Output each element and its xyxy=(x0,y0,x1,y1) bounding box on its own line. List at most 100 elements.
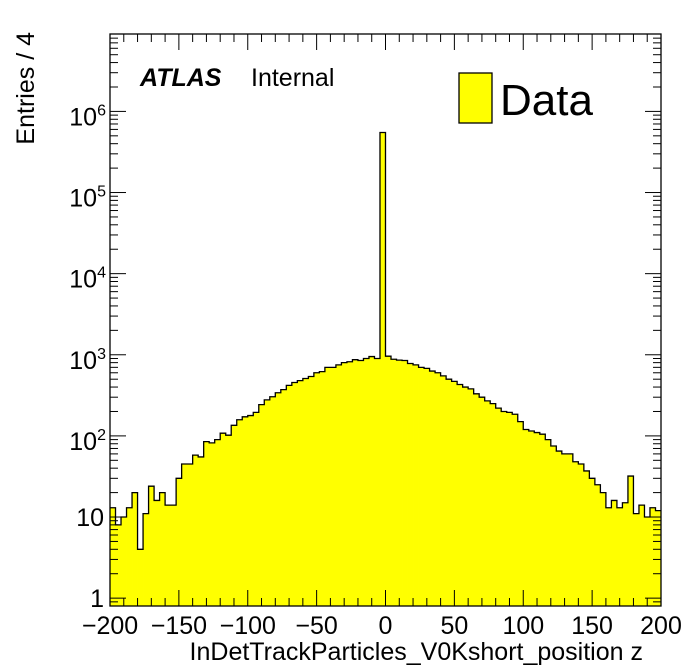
histogram-bar xyxy=(258,404,265,606)
histogram-bar xyxy=(583,470,590,606)
histogram-bar xyxy=(291,382,298,606)
histogram-bar xyxy=(115,524,122,606)
histogram-outline xyxy=(110,131,661,550)
histogram-bar xyxy=(396,360,403,606)
histogram-bar xyxy=(418,367,425,606)
histogram-bar xyxy=(126,507,133,606)
y-tick-label: 1 xyxy=(90,585,104,613)
histogram-bar xyxy=(523,429,530,606)
histogram-bar xyxy=(346,361,353,606)
x-tick-label: 100 xyxy=(502,612,544,640)
histogram-bar xyxy=(446,379,453,606)
histogram-bar xyxy=(479,397,486,606)
histogram-bar xyxy=(572,461,579,606)
axis-ticks xyxy=(109,33,662,607)
x-tick-label: −100 xyxy=(220,612,276,640)
histogram-bar xyxy=(198,456,205,606)
y-tick-label: 105 xyxy=(69,184,106,213)
histogram-bar xyxy=(275,392,282,606)
histogram-bar xyxy=(159,492,166,606)
histogram-bar xyxy=(154,500,160,606)
histogram-bar xyxy=(594,484,601,606)
histogram-bar xyxy=(534,432,541,606)
legend-swatch xyxy=(458,72,493,124)
histogram-bar xyxy=(176,478,183,606)
x-tick-label: 150 xyxy=(571,612,613,640)
histogram-bar xyxy=(627,476,634,606)
histogram-bar xyxy=(638,505,645,606)
y-tick-label: 106 xyxy=(69,102,106,131)
histogram-bar xyxy=(319,371,326,606)
x-tick-label: −50 xyxy=(295,612,337,640)
atlas-label: ATLAS xyxy=(139,64,222,92)
x-axis-label: InDetTrackParticles_V0Kshort_position z xyxy=(190,638,643,666)
histogram-bar xyxy=(330,367,337,606)
histogram-bar xyxy=(517,421,524,606)
legend-label: Data xyxy=(500,76,593,125)
histogram-bar xyxy=(280,389,287,606)
histogram-bar xyxy=(148,486,155,606)
histogram-bar xyxy=(655,510,662,606)
histogram-bar xyxy=(578,464,585,606)
histogram-bar xyxy=(589,478,596,606)
histogram-bar xyxy=(203,441,210,606)
x-tick-label: −150 xyxy=(151,612,207,640)
histogram-bar xyxy=(440,375,447,606)
histogram-bar xyxy=(451,381,458,606)
histogram-bar xyxy=(567,453,574,606)
histogram-bar xyxy=(435,372,441,606)
histogram-bar xyxy=(501,411,508,606)
histogram-bar xyxy=(473,393,480,606)
histogram-bar xyxy=(220,433,227,606)
histogram-bar xyxy=(352,359,359,606)
histogram-bar xyxy=(225,435,232,606)
histogram-bar xyxy=(407,363,414,606)
histogram-bar xyxy=(242,416,249,606)
histogram-bar xyxy=(231,425,238,606)
histogram-bar xyxy=(236,419,243,606)
histogram-bar xyxy=(539,434,546,606)
histogram-bar xyxy=(143,513,149,606)
x-tick-label: −200 xyxy=(82,612,138,640)
histogram-bar xyxy=(616,507,623,606)
histogram-bar xyxy=(561,453,568,606)
histogram-bar xyxy=(556,451,563,606)
histogram-bar xyxy=(649,507,656,606)
histogram-bar xyxy=(495,408,502,606)
histogram-bar xyxy=(247,415,254,606)
histogram-bar xyxy=(209,442,216,606)
histogram-bar xyxy=(457,384,464,606)
histogram-bar xyxy=(402,360,408,606)
histogram-bar xyxy=(622,502,629,606)
y-tick-label: 10 xyxy=(76,504,104,532)
histogram-bar xyxy=(269,396,276,606)
histogram-bar xyxy=(391,359,397,606)
histogram-bar xyxy=(424,368,430,606)
histogram-bars xyxy=(110,132,662,606)
histogram-bar xyxy=(468,388,475,606)
histogram-bar xyxy=(170,505,177,606)
histogram-bar xyxy=(121,517,127,606)
y-axis-label: Entries / 4 xyxy=(12,32,40,145)
y-tick-labels: 1 10 102 103 104 105 106 xyxy=(69,102,106,613)
histogram-bar xyxy=(368,356,375,606)
histogram-bar xyxy=(413,364,419,606)
histogram-bar xyxy=(611,500,618,606)
histogram-bar xyxy=(490,403,497,606)
histogram-bar xyxy=(214,439,221,606)
histogram-bar xyxy=(633,513,640,606)
x-tick-label: 50 xyxy=(440,612,468,640)
histogram-bar xyxy=(192,455,199,606)
histogram-bar xyxy=(313,372,320,606)
histogram-bar xyxy=(600,492,607,606)
histogram-bar xyxy=(297,380,304,606)
x-tick-labels: −200 −150 −100 −50 0 50 100 150 200 xyxy=(82,612,682,640)
y-tick-label: 104 xyxy=(69,265,106,294)
histogram-bar xyxy=(545,439,552,606)
histogram-bar xyxy=(110,507,116,606)
y-tick-label: 102 xyxy=(69,427,106,456)
histogram-bar xyxy=(253,412,260,606)
histogram-bar xyxy=(484,400,491,606)
histogram-bar xyxy=(324,367,331,606)
x-tick-label: 0 xyxy=(379,612,393,640)
